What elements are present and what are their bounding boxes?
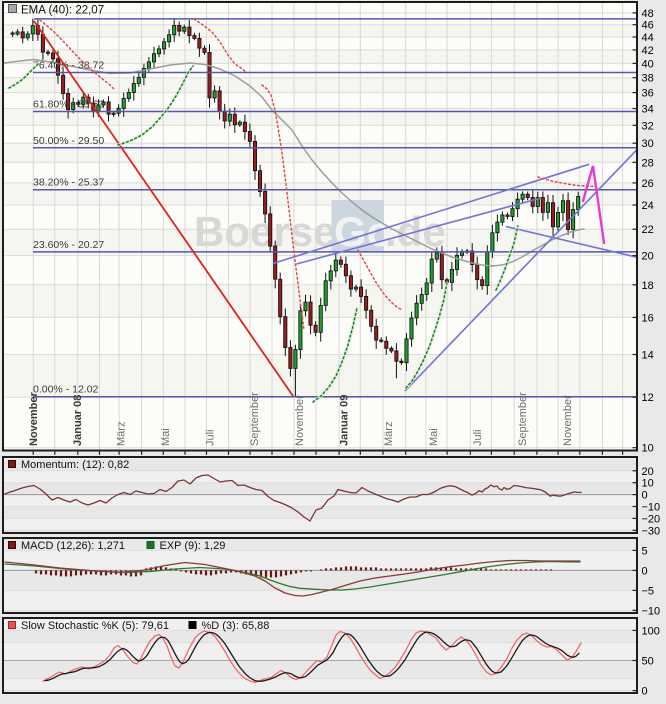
svg-text:10: 10 (642, 443, 654, 455)
svg-text:November: November (294, 395, 306, 446)
svg-text:46: 46 (642, 20, 654, 32)
svg-text:12: 12 (642, 392, 654, 404)
svg-text:November: November (562, 395, 574, 446)
svg-text:−5: −5 (642, 585, 655, 597)
svg-text:76.40% - 38.72: 76.40% - 38.72 (33, 60, 104, 72)
svg-text:−30: −30 (642, 525, 661, 537)
svg-text:23.60% - 20.27: 23.60% - 20.27 (33, 239, 104, 251)
svg-text:Januar 09: Januar 09 (339, 395, 351, 446)
svg-text:14: 14 (642, 350, 654, 362)
svg-text:Januar 08: Januar 08 (72, 395, 84, 446)
svg-text:44: 44 (642, 32, 654, 44)
svg-text:MACD (12,26): 1,271: MACD (12,26): 1,271 (21, 540, 125, 552)
svg-text:September: September (249, 392, 261, 446)
svg-text:Mai: Mai (160, 428, 172, 446)
svg-text:36: 36 (642, 88, 654, 100)
svg-text:26: 26 (642, 178, 654, 190)
svg-text:−10: −10 (642, 502, 661, 514)
svg-text:28: 28 (642, 157, 654, 169)
svg-text:24: 24 (642, 200, 654, 212)
svg-text:40: 40 (642, 58, 654, 70)
svg-text:48: 48 (642, 8, 654, 20)
svg-text:50: 50 (642, 656, 654, 668)
svg-text:61.80% - 33.63: 61.80% - 33.63 (33, 99, 104, 111)
svg-text:September: September (517, 392, 529, 446)
svg-text:Juli: Juli (472, 429, 484, 446)
svg-text:März: März (116, 422, 128, 446)
svg-text:Slow Stochastic %K (5): 79,61: Slow Stochastic %K (5): 79,61 (21, 620, 169, 632)
svg-text:−10: −10 (642, 605, 661, 617)
svg-text:−20: −20 (642, 513, 661, 525)
svg-text:0.00% - 12.02: 0.00% - 12.02 (33, 384, 99, 396)
svg-text:32: 32 (642, 120, 654, 132)
svg-text:EXP (9): 1,29: EXP (9): 1,29 (160, 540, 226, 552)
svg-text:0: 0 (642, 565, 648, 577)
svg-text:März: März (383, 422, 395, 446)
svg-text:18: 18 (642, 280, 654, 292)
svg-text:16: 16 (642, 312, 654, 324)
svg-text:November: November (28, 391, 40, 446)
svg-text:38.20% - 25.37: 38.20% - 25.37 (33, 177, 104, 189)
svg-text:42: 42 (642, 45, 654, 57)
svg-text:10: 10 (642, 478, 654, 490)
svg-text:0: 0 (642, 686, 648, 698)
svg-text:EMA (40): 22,07: EMA (40): 22,07 (21, 5, 104, 17)
svg-text:38: 38 (642, 73, 654, 85)
svg-text:20: 20 (642, 466, 654, 478)
svg-text:Go: Go (334, 208, 392, 255)
svg-text:%D (3): 65,88: %D (3): 65,88 (202, 620, 270, 632)
svg-text:20: 20 (642, 251, 654, 263)
svg-text:34: 34 (642, 104, 654, 116)
svg-text:100: 100 (642, 625, 660, 637)
svg-text:Mai: Mai (428, 428, 440, 446)
svg-text:30: 30 (642, 138, 654, 150)
svg-text:5: 5 (642, 545, 648, 557)
svg-text:Momentum: (12): 0,82: Momentum: (12): 0,82 (21, 459, 129, 471)
svg-text:50.00% - 29.50: 50.00% - 29.50 (33, 135, 104, 147)
svg-text:Juli: Juli (205, 429, 217, 446)
svg-text:0: 0 (642, 490, 648, 502)
svg-text:22: 22 (642, 224, 654, 236)
